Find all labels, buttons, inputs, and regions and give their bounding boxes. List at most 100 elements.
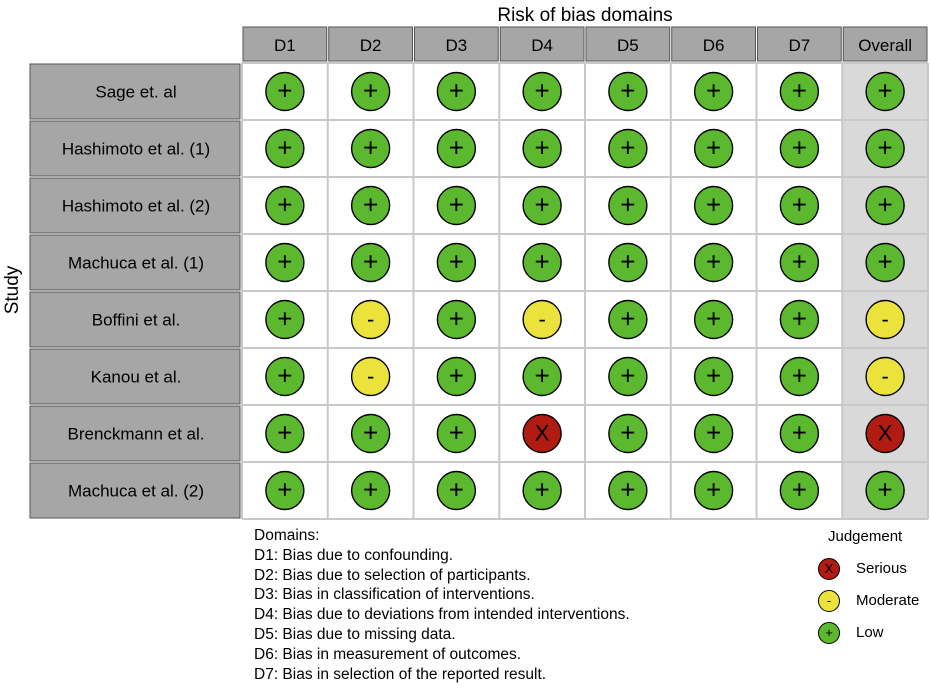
judgement-symbol: + bbox=[363, 475, 378, 505]
judgement-symbol: + bbox=[792, 247, 807, 277]
study-label: Hashimoto et al. (2) bbox=[62, 197, 210, 216]
judgement-dot bbox=[608, 356, 648, 397]
moderate-icon: - bbox=[818, 590, 840, 612]
judgement-dot bbox=[350, 356, 391, 397]
judgement-symbol: + bbox=[449, 475, 464, 505]
judgement-symbol: + bbox=[792, 304, 807, 334]
judgement-dot bbox=[436, 128, 477, 169]
judgement-symbol: + bbox=[449, 361, 464, 391]
study-label: Hashimoto et al. (1) bbox=[62, 140, 210, 159]
study-label-cell bbox=[29, 462, 241, 519]
judgement-dot bbox=[436, 299, 477, 340]
judgement-symbol: + bbox=[535, 133, 550, 163]
judgement-dot bbox=[350, 185, 391, 226]
judgement-symbol: + bbox=[363, 247, 378, 277]
judgement-symbol: + bbox=[792, 76, 807, 106]
judgement-dot bbox=[779, 185, 820, 226]
domain-item-d4: D4: Bias due to deviations from intended… bbox=[254, 606, 630, 624]
serious-icon: X bbox=[818, 558, 840, 580]
judgement-symbol: + bbox=[535, 247, 550, 277]
column-header-d7: D7 bbox=[789, 36, 811, 55]
study-label-cell bbox=[29, 63, 241, 120]
judgement-symbol: + bbox=[878, 76, 893, 106]
judgement-symbol: + bbox=[706, 133, 721, 163]
domain-item-d6: D6: Bias in measurement of outcomes. bbox=[254, 645, 522, 663]
column-header-cell bbox=[671, 26, 756, 62]
judgement-dot bbox=[436, 413, 477, 454]
judgement-symbol: + bbox=[620, 361, 635, 391]
legend-item-serious: X Serious bbox=[810, 558, 928, 582]
judgement-dot bbox=[522, 470, 562, 511]
judgement-symbol: + bbox=[535, 76, 550, 106]
judgement-symbol: - bbox=[367, 364, 374, 389]
judgement-symbol: + bbox=[277, 418, 292, 448]
column-header-overall: Overall bbox=[858, 36, 912, 55]
judgement-symbol: + bbox=[792, 475, 807, 505]
judgement-symbol: + bbox=[706, 475, 721, 505]
judgement-symbol: + bbox=[792, 190, 807, 220]
column-header-d1: D1 bbox=[274, 36, 296, 55]
domain-item-d7: D7: Bias in selection of the reported re… bbox=[254, 665, 547, 683]
judgement-dot bbox=[608, 242, 648, 283]
study-label: Sage et. al bbox=[95, 83, 176, 102]
judgement-dot bbox=[608, 128, 648, 169]
judgement-dot bbox=[865, 128, 905, 169]
column-header-d2: D2 bbox=[360, 36, 382, 55]
judgement-symbol: + bbox=[620, 190, 635, 220]
judgement-symbol: + bbox=[449, 133, 464, 163]
judgement-dot bbox=[265, 128, 305, 169]
judgement-dot bbox=[436, 356, 477, 397]
judgement-symbol: X bbox=[535, 421, 550, 446]
judgement-legend-title: Judgement bbox=[828, 528, 903, 545]
judgement-dot bbox=[865, 470, 905, 511]
judgement-dot bbox=[265, 242, 305, 283]
column-header-cell bbox=[757, 26, 842, 62]
judgement-symbol: + bbox=[706, 190, 721, 220]
judgement-dot bbox=[265, 299, 305, 340]
judgement-symbol: + bbox=[878, 133, 893, 163]
judgement-dot bbox=[693, 242, 734, 283]
judgement-dot bbox=[350, 242, 391, 283]
study-label: Machuca et al. (1) bbox=[68, 254, 204, 273]
judgement-dot bbox=[436, 242, 477, 283]
judgement-dot bbox=[265, 413, 305, 454]
judgement-dot bbox=[608, 185, 648, 226]
judgement-symbol: + bbox=[449, 418, 464, 448]
judgement-symbol: - bbox=[881, 307, 888, 332]
study-label-cell bbox=[29, 291, 241, 348]
judgement-dot bbox=[522, 356, 562, 397]
judgement-symbol: + bbox=[620, 133, 635, 163]
judgement-symbol: + bbox=[449, 190, 464, 220]
judgement-dot bbox=[779, 71, 820, 112]
judgement-symbol: + bbox=[363, 190, 378, 220]
legend-item-moderate: - Moderate bbox=[810, 590, 928, 614]
judgement-symbol: + bbox=[277, 247, 292, 277]
judgement-symbol: + bbox=[706, 247, 721, 277]
judgement-legend: Judgement X Serious - Moderate + Low bbox=[810, 526, 928, 646]
judgement-dot bbox=[522, 242, 562, 283]
judgement-dot bbox=[522, 299, 562, 340]
column-header-cell bbox=[414, 26, 499, 62]
judgement-dot bbox=[693, 299, 734, 340]
judgement-dot bbox=[522, 413, 562, 454]
judgement-dot bbox=[779, 299, 820, 340]
judgement-dot bbox=[779, 242, 820, 283]
judgement-symbol: - bbox=[367, 307, 374, 332]
study-label-cell bbox=[29, 120, 241, 177]
column-header-cell bbox=[499, 26, 585, 62]
column-header-cell bbox=[585, 26, 671, 62]
judgement-dot bbox=[265, 71, 305, 112]
judgement-dot bbox=[779, 470, 820, 511]
judgement-symbol: + bbox=[363, 76, 378, 106]
judgement-dot bbox=[265, 470, 305, 511]
judgement-symbol: + bbox=[277, 190, 292, 220]
y-axis-label: Study bbox=[2, 265, 23, 314]
judgement-symbol: + bbox=[535, 475, 550, 505]
judgement-symbol: + bbox=[792, 418, 807, 448]
judgement-dot bbox=[608, 413, 648, 454]
judgement-dot bbox=[865, 356, 905, 397]
judgement-symbol: + bbox=[706, 418, 721, 448]
study-label: Brenckmann et al. bbox=[67, 425, 204, 444]
judgement-symbol: + bbox=[277, 304, 292, 334]
domain-item-d3: D3: Bias in classification of interventi… bbox=[254, 586, 535, 604]
